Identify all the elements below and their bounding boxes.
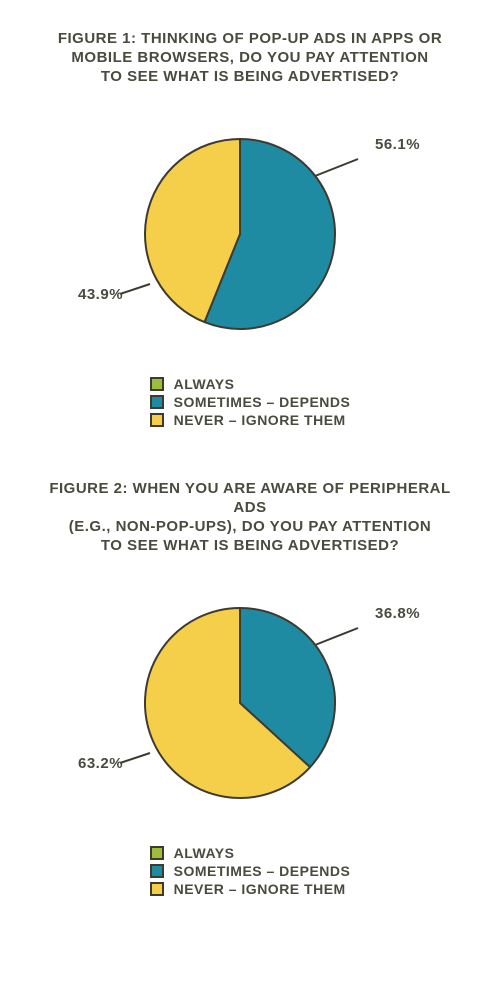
callout-label: 56.1%	[375, 136, 420, 153]
figure-2-title-line-2: (E.G., NON-POP-UPS), DO YOU PAY ATTENTIO…	[69, 518, 431, 535]
callout-label: 63.2%	[78, 755, 123, 772]
figure-1-pie-svg: 56.1% 43.9%	[40, 104, 460, 364]
figure-1-chart: 56.1% 43.9%	[40, 104, 460, 364]
legend-swatch-never	[150, 413, 164, 427]
figure-1-title-line-2: MOBILE BROWSERS, DO YOU PAY ATTENTION	[71, 49, 428, 66]
legend-swatch-never	[150, 882, 164, 896]
figure-1-title-line-1: FIGURE 1: THINKING OF POP-UP ADS IN APPS…	[58, 30, 442, 47]
page-container: FIGURE 1: THINKING OF POP-UP ADS IN APPS…	[0, 0, 500, 989]
callout-line	[315, 159, 358, 176]
legend-item: ALWAYS	[150, 376, 351, 392]
legend-label-sometimes: SOMETIMES – DEPENDS	[174, 394, 351, 410]
legend-item: NEVER – IGNORE THEM	[150, 412, 351, 428]
legend-item: ALWAYS	[150, 845, 351, 861]
callout-line	[120, 753, 150, 763]
figure-2-title: FIGURE 2: WHEN YOU ARE AWARE OF PERIPHER…	[40, 480, 460, 555]
legend-label-always: ALWAYS	[174, 376, 235, 392]
figure-1: FIGURE 1: THINKING OF POP-UP ADS IN APPS…	[40, 30, 460, 430]
figure-2-pie-svg: 36.8% 63.2%	[40, 573, 460, 833]
figure-2-title-line-1: FIGURE 2: WHEN YOU ARE AWARE OF PERIPHER…	[49, 480, 450, 516]
figure-1-legend: ALWAYS SOMETIMES – DEPENDS NEVER – IGNOR…	[150, 374, 351, 430]
legend-item: SOMETIMES – DEPENDS	[150, 863, 351, 879]
figure-2-legend: ALWAYS SOMETIMES – DEPENDS NEVER – IGNOR…	[150, 843, 351, 899]
figure-2-title-line-3: TO SEE WHAT IS BEING ADVERTISED?	[101, 537, 399, 554]
callout-label: 36.8%	[375, 605, 420, 622]
figure-1-title-line-3: TO SEE WHAT IS BEING ADVERTISED?	[101, 68, 399, 85]
legend-swatch-always	[150, 377, 164, 391]
figure-2: FIGURE 2: WHEN YOU ARE AWARE OF PERIPHER…	[40, 480, 460, 899]
callout-line	[120, 284, 150, 294]
legend-label-never: NEVER – IGNORE THEM	[174, 881, 346, 897]
legend-label-sometimes: SOMETIMES – DEPENDS	[174, 863, 351, 879]
legend-swatch-always	[150, 846, 164, 860]
legend-label-never: NEVER – IGNORE THEM	[174, 412, 346, 428]
legend-swatch-sometimes	[150, 864, 164, 878]
callout-label: 43.9%	[78, 286, 123, 303]
legend-item: SOMETIMES – DEPENDS	[150, 394, 351, 410]
figure-1-title: FIGURE 1: THINKING OF POP-UP ADS IN APPS…	[40, 30, 460, 86]
callout-line	[315, 628, 358, 645]
legend-item: NEVER – IGNORE THEM	[150, 881, 351, 897]
legend-swatch-sometimes	[150, 395, 164, 409]
figure-2-chart: 36.8% 63.2%	[40, 573, 460, 833]
legend-label-always: ALWAYS	[174, 845, 235, 861]
